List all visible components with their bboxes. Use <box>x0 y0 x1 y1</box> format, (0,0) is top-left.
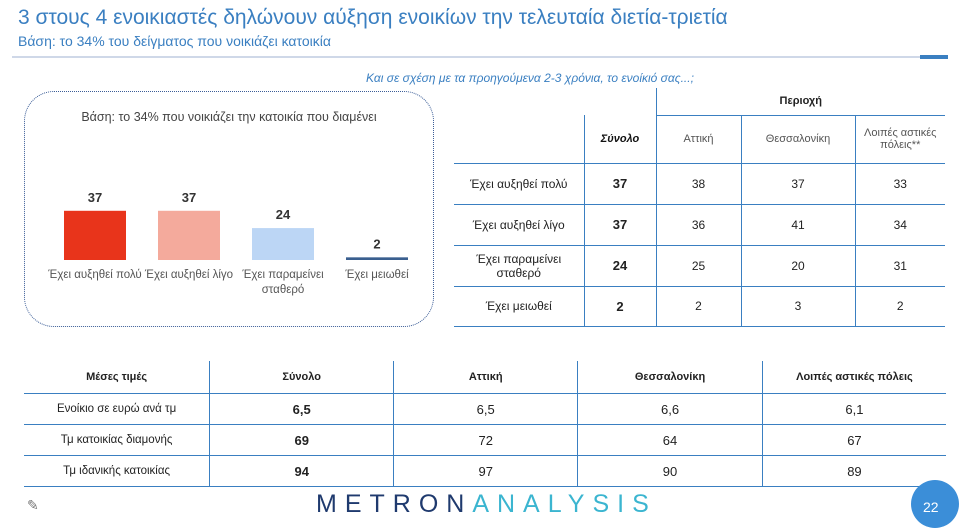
page-number: 22 <box>923 499 939 515</box>
bar-4 <box>346 257 408 260</box>
column-header-other-cities: Λοιπές αστικές πόλεις** <box>854 115 945 164</box>
table-cell: 69 <box>209 424 394 456</box>
table-cell: 41 <box>740 204 855 246</box>
table-cell: 3 <box>740 286 855 327</box>
data-label: 37 <box>182 190 196 205</box>
page-number-badge: 22 <box>911 480 959 528</box>
table-row: Τμ κατοικίας διαμονής 69 72 64 67 <box>24 424 946 456</box>
data-label: 2 <box>373 236 380 251</box>
table-row: Έχει αυξηθεί πολύ 37 38 37 33 <box>454 162 945 205</box>
table-cell: 2 <box>583 286 656 327</box>
bar-1 <box>64 210 126 260</box>
table-cell: 25 <box>655 245 741 287</box>
row-label: Έχει παραμείνει σταθερό <box>454 245 584 287</box>
table-cell: 20 <box>740 245 855 287</box>
column-header: Λοιπές αστικές πόλεις <box>761 361 946 394</box>
column-header-attica: Αττική <box>655 115 741 164</box>
table-cell: 2 <box>854 286 945 327</box>
logo-text-metron: METRON <box>316 490 473 518</box>
table-cell: 6,6 <box>577 393 763 425</box>
table-row: Τμ ιδανικής κατοικίας 94 97 90 89 <box>24 455 946 487</box>
row-label: Έχει αυξηθεί πολύ <box>454 162 584 205</box>
region-header: Περιοχή <box>655 88 945 116</box>
category-label: Έχει παραμείνει σταθερό <box>241 269 324 296</box>
column-header-total: Σύνολο <box>583 115 656 164</box>
table-cell: 6,5 <box>393 393 578 425</box>
row-label: Τμ ιδανικής κατοικίας <box>24 455 210 487</box>
title-divider-accent <box>920 55 948 59</box>
category-label: Έχει αυξηθεί πολύ <box>47 269 141 281</box>
table-cell: 67 <box>761 424 946 456</box>
table-cell: 72 <box>393 424 578 456</box>
column-header: Θεσσαλονίκη <box>577 361 763 394</box>
table-cell: 24 <box>583 245 656 287</box>
logo-text-analysis: ANALYSIS <box>472 490 657 518</box>
data-label: 24 <box>276 207 291 222</box>
column-header-thessaloniki: Θεσσαλονίκη <box>740 115 855 164</box>
table-cell: 38 <box>655 162 741 205</box>
company-logo: METRONANALYSIS <box>316 490 657 519</box>
table-cell: 90 <box>577 455 763 487</box>
row-label: Έχει αυξηθεί λίγο <box>454 204 584 246</box>
table-cell: 36 <box>655 204 741 246</box>
table-cell: 6,5 <box>209 393 394 425</box>
bar-3 <box>252 228 314 260</box>
page-subtitle: Βάση: το 34% του δείγματος που νοικιάζει… <box>18 33 331 49</box>
table-cell: 89 <box>761 455 946 487</box>
table-cell: 37 <box>740 162 855 205</box>
averages-table: Μέσες τιμές Σύνολο Αττική Θεσσαλονίκη Λο… <box>24 361 946 487</box>
row-label: Έχει μειωθεί <box>454 286 584 327</box>
table-cell: 37 <box>583 162 656 205</box>
table-cell: 34 <box>854 204 945 246</box>
table-header-row: Μέσες τιμές Σύνολο Αττική Θεσσαλονίκη Λο… <box>24 361 946 394</box>
table-row: Ενοίκιο σε ευρώ ανά τμ 6,5 6,5 6,6 6,1 <box>24 393 946 425</box>
column-header: Μέσες τιμές <box>24 361 210 394</box>
bar-chart-panel: Βάση: το 34% που νοικιάζει την κατοικία … <box>24 91 434 327</box>
column-header: Σύνολο <box>209 361 394 394</box>
table-row: Έχει παραμείνει σταθερό 24 25 20 31 <box>454 245 945 287</box>
table-cell: 94 <box>209 455 394 487</box>
crosstab-table: Περιοχή Σύνολο Αττική Θεσσαλονίκη Λοιπές… <box>454 88 945 327</box>
category-label: Έχει αυξηθεί λίγο <box>144 269 233 281</box>
table-row: Έχει αυξηθεί λίγο 37 36 41 34 <box>454 204 945 246</box>
table-cell: 97 <box>393 455 578 487</box>
table-cell: 31 <box>854 245 945 287</box>
category-label: Έχει μειωθεί <box>344 269 409 281</box>
table-cell: 33 <box>854 162 945 205</box>
column-header: Αττική <box>393 361 578 394</box>
page-title: 3 στους 4 ενοικιαστές δηλώνουν αύξηση εν… <box>18 6 728 29</box>
survey-question: Και σε σχέση με τα προηγούμενα 2-3 χρόνι… <box>366 71 694 85</box>
table-row: Έχει μειωθεί 2 2 3 2 <box>454 286 945 327</box>
table-cell: 6,1 <box>761 393 946 425</box>
data-label: 37 <box>88 190 102 205</box>
bar-2 <box>158 210 220 260</box>
table-cell: 37 <box>583 204 656 246</box>
chart-title: Βάση: το 34% που νοικιάζει την κατοικία … <box>81 110 377 124</box>
row-label: Ενοίκιο σε ευρώ ανά τμ <box>24 393 210 425</box>
hand-pointer-icon: ✎ <box>27 497 39 513</box>
row-label: Τμ κατοικίας διαμονής <box>24 424 210 456</box>
bar-chart: 37 Έχει αυξηθεί πολύ 37 Έχει αυξηθεί λίγο 24… <box>47 190 409 296</box>
table-cell: 64 <box>577 424 763 456</box>
title-divider <box>12 56 920 58</box>
table-cell: 2 <box>655 286 741 327</box>
